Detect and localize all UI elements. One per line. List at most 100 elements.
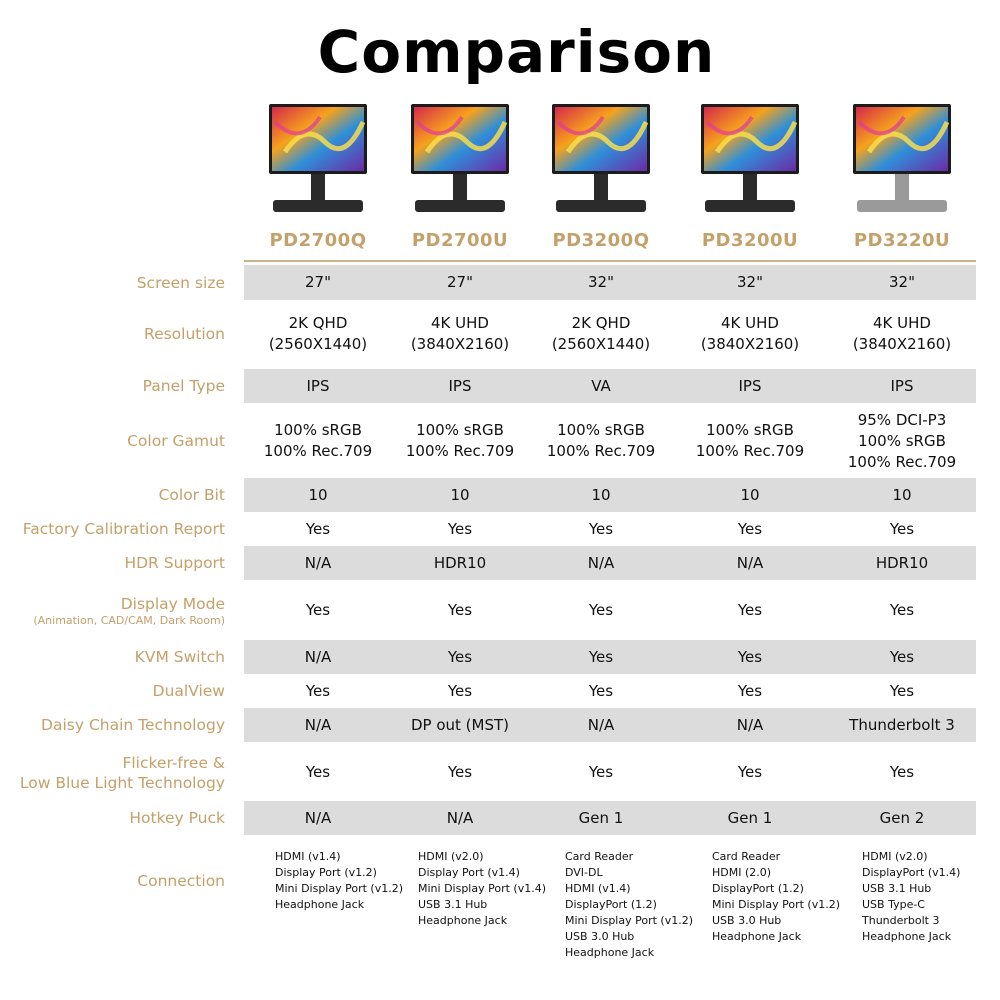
table-cell: Yes [737, 681, 763, 700]
monitor-icon [829, 92, 975, 222]
row-label: Flicker-free & Low Blue Light Technology [19, 753, 225, 792]
row-label: DualView [152, 682, 225, 700]
table-cell: 95% DCI-P3 100% sRGB 100% Rec.709 [847, 410, 957, 471]
table-row: Daisy Chain Technology N/A DP out (MST) N/A… [0, 708, 1000, 742]
table-row: Color Gamut 100% sRGB 100% Rec.709 100% sRG… [0, 406, 1000, 476]
row-label: Color Bit [158, 486, 225, 504]
table-cell: 32" [737, 273, 763, 291]
row-band [244, 708, 976, 742]
table-cell: Gen 1 [727, 808, 773, 827]
table-cell: N/A [736, 553, 764, 572]
table-cell: 10 [740, 485, 760, 504]
table-cell: 10 [892, 485, 912, 504]
connection-item: Headphone Jack [712, 930, 802, 943]
table-cell: 4K UHD (3840X2160) [852, 314, 952, 353]
table-row: HDR Support N/A HDR10 N/A N/A HDR10 [0, 546, 1000, 580]
model-name: PD3220U [853, 230, 951, 251]
monitor-icon [528, 92, 674, 222]
table-cell: Yes [305, 601, 331, 619]
table-cell: 10 [450, 485, 470, 504]
model-name: PD2700Q [269, 230, 367, 251]
table-cell: N/A [304, 647, 332, 666]
table-cell: Yes [737, 519, 763, 538]
table-cell: Yes [737, 601, 763, 619]
connection-item: USB 3.0 Hub [712, 914, 782, 927]
connection-item: DisplayPort (v1.4) [862, 866, 961, 879]
table-cell: Yes [588, 519, 614, 538]
table-row: Factory Calibration Report Yes Yes Yes Yes Ye… [0, 512, 1000, 546]
table-row: Color Bit 10 10 10 10 10 [0, 478, 1000, 512]
row-label: KVM Switch [134, 648, 225, 666]
table-row: Screen size 27" 27" 32" 32" 32" [0, 265, 1000, 300]
table-cell: 2K QHD (2560X1440) [268, 314, 368, 353]
connection-item: HDMI (v1.4) [275, 850, 341, 863]
connection-item: USB 3.0 Hub [565, 930, 635, 943]
table-cell: Yes [588, 763, 614, 781]
table-cell: 100% sRGB 100% Rec.709 [695, 421, 805, 460]
row-band [244, 369, 976, 403]
row-label: Screen size [136, 273, 225, 292]
table-row: Panel Type IPS IPS VA IPS IPS [0, 369, 1000, 403]
table-row: Hotkey Puck N/A N/A Gen 1 Gen 1 Gen 2 [0, 801, 1000, 835]
table-row: KVM Switch N/A Yes Yes Yes Yes [0, 640, 1000, 674]
table-cell: Yes [447, 647, 473, 666]
connection-item: DisplayPort (1.2) [565, 898, 657, 911]
connection-item: HDMI (v2.0) [862, 850, 928, 863]
connection-item: USB Type-C [862, 898, 925, 911]
row-label: Color Gamut [127, 432, 225, 450]
table-cell: Thunderbolt 3 [849, 715, 955, 734]
connection-item: Card Reader [712, 850, 781, 863]
connection-item: HDMI (v1.4) [565, 882, 631, 895]
table-cell: Yes [889, 647, 915, 666]
table-cell: Yes [447, 601, 473, 619]
table-cell: 10 [308, 485, 328, 504]
table-cell: 100% sRGB 100% Rec.709 [405, 421, 515, 460]
connection-item: Thunderbolt 3 [862, 914, 940, 927]
model-name: PD2700U [411, 230, 509, 251]
table-cell: Yes [447, 681, 473, 700]
connection-item: Display Port (v1.4) [418, 866, 520, 879]
connection-item: Mini Display Port (v1.2) [565, 914, 694, 927]
connection-item: Mini Display Port (v1.4) [418, 882, 547, 895]
table-cell: N/A [736, 715, 764, 734]
model-name: PD3200Q [552, 230, 650, 251]
table-cell: Yes [889, 681, 915, 700]
table-cell: IPS [890, 376, 914, 395]
connection-item: Mini Display Port (v1.2) [275, 882, 404, 895]
table-cell: Yes [737, 647, 763, 666]
connection-item: HDMI (v2.0) [418, 850, 484, 863]
table-cell: 32" [889, 273, 915, 291]
row-label: Hotkey Puck [129, 809, 225, 827]
connection-list: Card Reader DVI-DL HDMI (v1.4) DisplayPort … [565, 849, 693, 961]
table-cell: N/A [304, 808, 332, 827]
table-row: Flicker-free & Low Blue Light Technology Y… [0, 745, 1000, 800]
row-band [244, 478, 976, 512]
table-cell: Yes [588, 681, 614, 700]
connection-list: HDMI (v1.4) Display Port (v1.2) Mini Displ… [275, 849, 403, 913]
connection-item: Headphone Jack [418, 914, 508, 927]
table-cell: Yes [305, 519, 331, 538]
table-cell: Yes [737, 763, 763, 781]
row-band [244, 265, 976, 300]
connection-item: Card Reader [565, 850, 634, 863]
header-divider [244, 260, 976, 262]
table-cell: VA [591, 376, 611, 395]
row-band [244, 640, 976, 674]
row-label: Connection [137, 872, 225, 890]
connection-row: Connection HDMI (v1.4) Display Port (v1.2)… [0, 849, 1000, 969]
monitor-icon [245, 92, 391, 222]
table-cell: IPS [738, 376, 762, 395]
table-cell: Yes [305, 763, 331, 781]
row-label: Display Mode (Animation, CAD/CAM, Dark Ro… [33, 594, 225, 627]
table-cell: 100% sRGB 100% Rec.709 [263, 421, 373, 460]
row-label: Panel Type [142, 377, 225, 395]
connection-item: Headphone Jack [565, 946, 655, 959]
table-cell: Yes [305, 681, 331, 700]
connection-item: USB 3.1 Hub [418, 898, 488, 911]
table-cell: Gen 2 [879, 808, 925, 827]
table-row: Display Mode (Animation, CAD/CAM, Dark Ro… [0, 582, 1000, 639]
connection-item: USB 3.1 Hub [862, 882, 932, 895]
table-cell: Yes [447, 519, 473, 538]
connection-item: DVI-DL [565, 866, 603, 879]
table-cell: Gen 1 [578, 808, 624, 827]
